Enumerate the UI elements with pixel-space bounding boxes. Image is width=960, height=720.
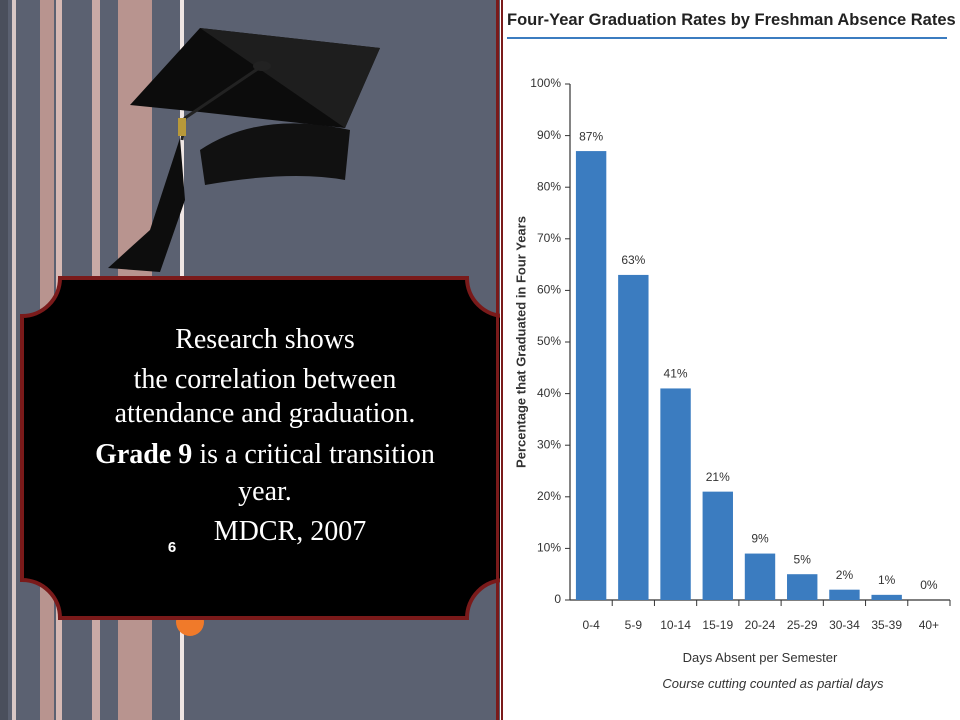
value-label: 87% [579, 129, 603, 143]
bar [702, 491, 733, 600]
y-tick-label: 90% [537, 128, 561, 142]
bar [829, 589, 860, 600]
y-tick-label: 50% [537, 334, 561, 348]
y-tick-label: 80% [537, 179, 561, 193]
bar [787, 574, 818, 600]
slide-number: 6 [168, 539, 176, 556]
slide-text: Grade 9 is a critical transition [95, 439, 435, 470]
value-label: 5% [794, 552, 812, 566]
text-box [20, 276, 507, 620]
citation: MDCR, 2007 [214, 516, 366, 547]
value-label: 9% [751, 532, 769, 546]
y-tick-label: 30% [537, 437, 561, 451]
value-label: 0% [920, 578, 938, 592]
y-tick-label: 0 [554, 592, 561, 606]
bar [575, 151, 607, 600]
y-tick-label: 60% [537, 283, 561, 297]
slide-text: attendance and graduation. [115, 398, 416, 429]
x-axis-label: Days Absent per Semester [683, 650, 838, 665]
slide-text: is a critical transition [199, 439, 435, 470]
value-label: 1% [878, 573, 896, 587]
graduation-cap [108, 28, 380, 272]
emphasis: Grade 9 [95, 439, 192, 470]
x-tick-label: 25-29 [787, 618, 818, 632]
stripe [12, 0, 16, 720]
stripe [0, 0, 8, 720]
bar [618, 274, 649, 600]
title-rule [507, 37, 947, 39]
slide-text: the correlation between [134, 364, 397, 395]
divider [501, 0, 503, 720]
x-tick-label: 5-9 [625, 618, 643, 632]
x-tick-label: 10-14 [660, 618, 691, 632]
y-tick-label: 10% [537, 541, 561, 555]
value-label: 21% [706, 470, 730, 484]
x-tick-label: 0-4 [582, 618, 600, 632]
chart-title: Four-Year Graduation Rates by Freshman A… [507, 11, 956, 29]
divider [496, 0, 499, 720]
slide-text: Research shows [175, 324, 355, 355]
y-tick-label: 70% [537, 231, 561, 245]
chart-panel [500, 0, 960, 720]
value-label: 63% [621, 253, 645, 267]
x-tick-label: 15-19 [702, 618, 733, 632]
bar [660, 388, 691, 600]
bar [744, 553, 776, 600]
x-tick-label: 35-39 [871, 618, 902, 632]
x-tick-label: 30-34 [829, 618, 860, 632]
y-tick-label: 20% [537, 489, 561, 503]
bar [871, 594, 902, 600]
slide-text: year. [238, 476, 292, 507]
y-axis-label: Percentage that Graduated in Four Years [513, 216, 528, 468]
value-label: 41% [664, 367, 688, 381]
x-tick-label: 20-24 [745, 618, 776, 632]
x-tick-label: 40+ [919, 618, 939, 632]
chart-note: Course cutting counted as partial days [662, 676, 884, 691]
value-label: 2% [836, 568, 854, 582]
y-tick-label: 40% [537, 386, 561, 400]
y-tick-label: 100% [530, 76, 561, 90]
